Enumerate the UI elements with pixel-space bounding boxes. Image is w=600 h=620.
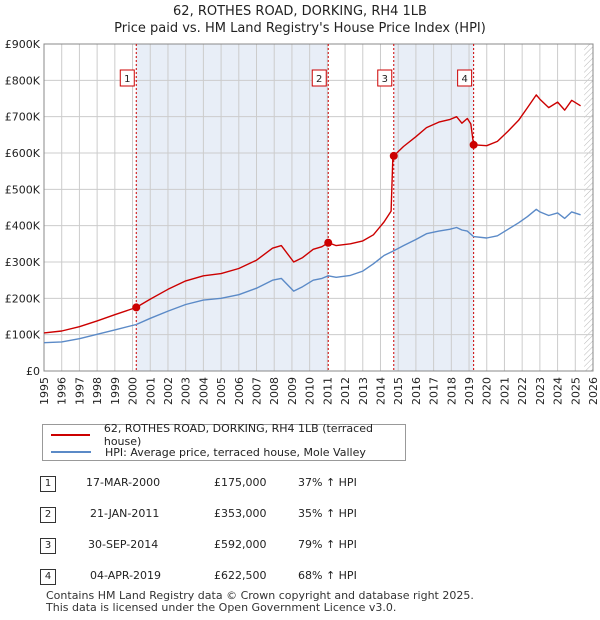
sale-date: 21-JAN-2011 — [90, 507, 160, 520]
legend-property-swatch — [51, 434, 90, 436]
x-tick-label: 2015 — [392, 377, 405, 405]
x-tick-label: 2022 — [516, 377, 529, 405]
x-tick-label: 2016 — [410, 377, 423, 405]
sale-label-box — [377, 69, 393, 87]
sale-number-badge: 4 — [40, 569, 56, 585]
footer: Contains HM Land Registry data © Crown c… — [46, 590, 474, 614]
y-tick-label: £0 — [26, 365, 40, 378]
legend-hpi-label: HPI: Average price, terraced house, Mole… — [105, 445, 366, 459]
plot-frame — [43, 43, 594, 372]
chart-title: 62, ROTHES ROAD, DORKING, RH4 1LB — [173, 4, 427, 19]
sale-price: £592,000 — [214, 538, 267, 551]
sale-number-badge: 1 — [40, 476, 56, 492]
y-tick-label: £600K — [5, 147, 41, 160]
x-tick-label: 2024 — [552, 377, 565, 405]
hpi-series-line — [43, 208, 581, 344]
sale-hpi-change: 37% ↑ HPI — [298, 476, 357, 489]
x-tick-label: 1998 — [91, 377, 104, 405]
x-tick-label: 1996 — [56, 377, 69, 405]
x-tick-label: 2004 — [197, 377, 210, 405]
legend-item-hpi: HPI: Average price, terraced house, Mole… — [51, 444, 366, 460]
x-tick-label: 1997 — [73, 377, 86, 405]
price-chart: £0 £100K £200K £300K £400K £500K £600K £700K £80… — [5, 38, 600, 405]
legend-item-property: 62, ROTHES ROAD, DORKING, RH4 1LB (terra… — [51, 422, 405, 448]
sale-point — [469, 140, 478, 149]
sale-point — [389, 151, 398, 160]
sale-label-text: 2 — [316, 74, 322, 85]
x-tick-label: 2017 — [428, 377, 441, 405]
y-tick-label: £800K — [5, 74, 41, 87]
forecast-hatch — [584, 44, 593, 371]
legend: 62, ROTHES ROAD, DORKING, RH4 1LB (terra… — [42, 422, 406, 461]
x-tick-label: 2006 — [233, 377, 246, 405]
sale-hpi-change: 79% ↑ HPI — [298, 538, 357, 551]
sale-label-text: 3 — [382, 74, 388, 85]
sale-price: £622,500 — [214, 569, 267, 582]
x-tick-label: 2003 — [180, 377, 193, 405]
x-tick-label: 2001 — [144, 377, 157, 405]
sale-label-box — [311, 69, 327, 87]
y-tick-label: £200K — [5, 292, 41, 305]
legend-property-label: 62, ROTHES ROAD, DORKING, RH4 1LB (terra… — [103, 422, 373, 448]
footer-licence: This data is licensed under the Open Gov… — [46, 601, 397, 614]
x-tick-label: 1999 — [109, 377, 122, 405]
y-tick-label: £500K — [5, 183, 41, 196]
y-tick-label: £400K — [5, 220, 41, 233]
sale-hpi-change: 35% ↑ HPI — [298, 507, 357, 520]
x-tick-label: 2018 — [445, 377, 458, 405]
sale-period-shade — [136, 44, 329, 371]
sale-label-box — [457, 69, 473, 87]
x-tick-label: 2002 — [162, 377, 175, 405]
x-tick-label: 2019 — [463, 377, 476, 405]
sale-label-box — [119, 69, 135, 87]
chart-subtitle: Price paid vs. HM Land Registry's House … — [114, 21, 486, 36]
x-tick-label: 2010 — [304, 377, 317, 405]
sale-label-text: 4 — [461, 74, 467, 85]
x-tick-label: 2012 — [339, 377, 352, 405]
y-tick-label: £100K — [5, 329, 41, 342]
x-tick-label: 2021 — [498, 377, 511, 405]
sale-number-badge: 3 — [40, 538, 56, 554]
legend-hpi-swatch — [51, 451, 91, 453]
x-tick-label: 1995 — [38, 377, 51, 405]
property-series-line — [43, 94, 581, 334]
x-tick-label: 2011 — [321, 377, 334, 405]
x-tick-label: 2020 — [481, 377, 494, 405]
x-tick-label: 2013 — [357, 377, 370, 405]
x-tick-label: 2008 — [268, 377, 281, 405]
sale-date: 04-APR-2019 — [90, 569, 162, 582]
footer-copyright: Contains HM Land Registry data © Crown c… — [46, 589, 474, 602]
sale-point — [324, 238, 333, 247]
x-tick-label: 2005 — [215, 377, 228, 405]
sale-date: 30-SEP-2014 — [88, 538, 159, 551]
x-tick-label: 2014 — [374, 377, 387, 405]
sale-label-text: 1 — [124, 74, 130, 85]
sale-price: £353,000 — [214, 507, 267, 520]
x-tick-label: 2000 — [127, 377, 140, 405]
sale-point — [132, 303, 141, 312]
x-tick-label: 2007 — [251, 377, 264, 405]
sale-number-badge: 2 — [40, 507, 56, 523]
y-tick-label: £300K — [5, 256, 41, 269]
y-tick-label: £700K — [5, 111, 41, 124]
x-tick-label: 2009 — [286, 377, 299, 405]
x-tick-label: 2026 — [587, 377, 600, 405]
x-tick-label: 2023 — [534, 377, 547, 405]
sale-price: £175,000 — [214, 476, 267, 489]
y-tick-label: £900K — [5, 38, 41, 51]
sale-hpi-change: 68% ↑ HPI — [298, 569, 357, 582]
x-tick-label: 2025 — [569, 377, 582, 405]
sale-date: 17-MAR-2000 — [86, 476, 161, 489]
